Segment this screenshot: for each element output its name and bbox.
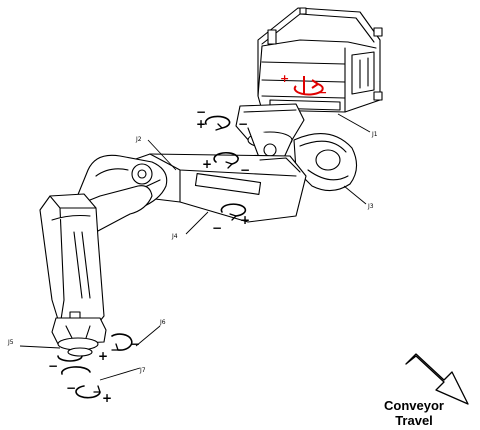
- joint-label-j5: J5: [7, 339, 14, 346]
- sign-plus: +: [202, 157, 212, 171]
- sign-minus: −: [196, 105, 206, 119]
- joint-label-j6: J6: [159, 319, 166, 326]
- sign-plus: +: [196, 117, 206, 131]
- conveyor-travel-arrow: [405, 353, 469, 405]
- sign-minus: −: [66, 381, 76, 395]
- base-sign-minus: −: [318, 86, 327, 99]
- base-rotation-marker: [293, 76, 324, 96]
- joint-label-j7: J7: [139, 367, 146, 374]
- leader-lines: [19, 113, 371, 381]
- caption-line-1: Conveyor: [384, 398, 444, 413]
- sign-plus: +: [240, 213, 250, 227]
- sign-plus: +: [98, 349, 108, 363]
- robot-wrist-link: [39, 193, 105, 327]
- caption-line-2: Travel: [395, 413, 433, 428]
- joint-label-j2: J2: [135, 136, 142, 143]
- sign-minus: −: [130, 337, 140, 351]
- robot-shoulder: [235, 103, 305, 163]
- rotation-arrows: [57, 115, 247, 399]
- joint-label-j1: J1: [371, 131, 378, 138]
- rotation-arrow-j3: [213, 151, 239, 165]
- conveyor-travel-caption: Conveyor Travel: [372, 398, 456, 428]
- sign-minus: −: [238, 117, 248, 131]
- rotation-arrow-j4: [220, 203, 247, 217]
- rotation-arrow-j7-a: [61, 366, 91, 375]
- robot-elbow: [293, 133, 358, 192]
- sign-minus: −: [240, 163, 250, 177]
- base-sign-plus: +: [280, 72, 289, 85]
- rotation-arrow-j6: [111, 333, 133, 351]
- robot-base: [257, 7, 383, 113]
- sign-plus: +: [102, 391, 112, 405]
- rotation-arrow-j2: [204, 115, 231, 129]
- sign-minus: −: [212, 221, 222, 235]
- joint-label-j4: J4: [171, 233, 178, 240]
- joint-label-j3: J3: [367, 203, 374, 210]
- rotation-arrow-j7-b: [75, 385, 101, 399]
- rotation-arrow-j5: [57, 355, 83, 362]
- sign-minus: −: [48, 359, 58, 373]
- robot-tool-flange: [51, 311, 107, 357]
